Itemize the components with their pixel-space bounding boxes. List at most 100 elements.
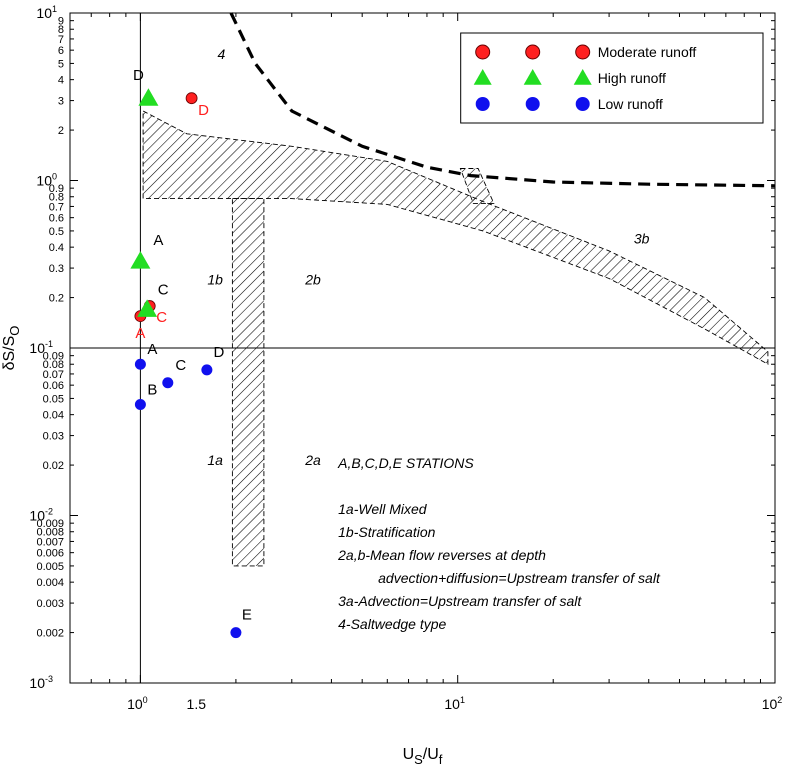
- legend-marker: [573, 69, 592, 85]
- y-tick-label: 0.006: [36, 548, 64, 560]
- y-tick-label: 0.009: [36, 518, 64, 530]
- legend-marker: [475, 97, 490, 111]
- y-tick-label: 10-3: [29, 674, 53, 691]
- y-tick-label: 0.03: [43, 431, 64, 443]
- y-tick-label: 0.003: [36, 598, 64, 610]
- legend-box: [460, 32, 764, 124]
- y-tick-label: 0.2: [49, 293, 64, 305]
- point-label-D: D: [213, 344, 224, 361]
- y-tick-label: 0.9: [49, 183, 64, 195]
- region-labels: 1a 1b 2a 2b 3b 4: [207, 46, 649, 468]
- y-tick-label: 0.002: [36, 628, 64, 640]
- legend-marker: [523, 69, 542, 85]
- y-tick-label: 0.09: [43, 351, 64, 363]
- low-runoff-point-A: [134, 358, 146, 370]
- legend-marker: [575, 44, 591, 60]
- hatched-bands: [142, 110, 769, 567]
- region-label-1a: 1a: [207, 452, 223, 468]
- band-3a: [459, 168, 495, 204]
- y-tick-label: 8: [58, 24, 64, 36]
- x-tick-label: 101: [444, 695, 465, 712]
- y-axis-title: δS/SO: [1, 326, 22, 371]
- y-tick-label: 0.6: [49, 213, 64, 225]
- legend-marker: [575, 97, 590, 111]
- y-tick-label: 0.08: [43, 359, 64, 371]
- high-runoff-point-A: [130, 251, 151, 269]
- point-label-C: C: [175, 357, 186, 374]
- x-tick-label: 100: [127, 695, 148, 712]
- y-tick-label: 0.5: [49, 226, 64, 238]
- annotation-line: 2a,b-Mean flow reverses at depth: [337, 547, 546, 563]
- y-tick-label: 0.07: [43, 369, 64, 381]
- annotation-line: 1a-Well Mixed: [338, 501, 428, 517]
- y-tick-label: 6: [58, 45, 64, 57]
- y-tick-label: 0.04: [43, 410, 64, 422]
- point-label-D: D: [198, 102, 209, 119]
- axis-labels: 10-310-210-11001010.0020.0030.0040.0050.…: [29, 4, 782, 712]
- annotation-line: advection+diffusion=Upstream transfer of…: [378, 570, 661, 586]
- y-tick-label: 0.004: [36, 577, 64, 589]
- legend-entry: Moderate runoff: [598, 44, 697, 60]
- low-runoff-point-B: [134, 398, 146, 410]
- y-tick-label: 3: [58, 96, 64, 108]
- y-tick-label: 0.005: [36, 561, 64, 573]
- legend-marker: [473, 69, 492, 85]
- high-runoff-point-C: [137, 299, 158, 317]
- axis-ticks: [69, 12, 776, 684]
- y-tick-label: 100: [36, 172, 57, 189]
- y-tick-label: 4: [58, 75, 64, 87]
- low-runoff-point-D: [201, 364, 213, 376]
- point-label-C: C: [156, 309, 167, 326]
- band-vertical: [231, 198, 265, 567]
- y-tick-label: 0.008: [36, 527, 64, 539]
- reference-lines: [70, 13, 775, 683]
- low-runoff-point-E: [230, 627, 242, 639]
- point-label-D: D: [133, 67, 144, 84]
- point-label-B: B: [147, 381, 157, 398]
- x-tick-label: 1.5: [187, 696, 207, 712]
- y-tick-label: 0.02: [43, 460, 64, 472]
- y-tick-label: 0.06: [43, 380, 64, 392]
- point-label-A: A: [147, 341, 157, 358]
- y-tick-label: 10-2: [29, 507, 53, 524]
- region-label-2a: 2a: [304, 452, 321, 468]
- legend-marker: [525, 44, 541, 60]
- y-tick-label: 0.8: [49, 192, 64, 204]
- legend-entry: High runoff: [598, 70, 666, 86]
- legend-marker: [475, 44, 491, 60]
- y-tick-label: 0.4: [49, 242, 64, 254]
- legend-entry: Low runoff: [598, 96, 663, 112]
- axis-titles: US/Uf δS/SO: [1, 326, 443, 767]
- legend-marker: [525, 97, 540, 111]
- annotation-line: 3a-Advection=Upstream transfer of salt: [338, 593, 582, 609]
- low-runoff-point-C: [162, 377, 174, 389]
- high-runoff-point-D: [138, 88, 159, 106]
- annotation-line: 4-Saltwedge type: [338, 616, 446, 632]
- point-label-A: A: [135, 325, 145, 342]
- y-tick-label: 0.7: [49, 201, 64, 213]
- y-tick-label: 0.007: [36, 536, 64, 548]
- band-1b-2b: [142, 110, 769, 365]
- point-label-A: A: [153, 232, 163, 249]
- x-tick-label: 102: [762, 695, 783, 712]
- annotation-line: A,B,C,D,E STATIONS: [337, 455, 474, 471]
- region-label-3b: 3b: [634, 231, 650, 247]
- y-tick-label: 101: [36, 4, 57, 21]
- region-label-1b: 1b: [207, 271, 223, 287]
- y-tick-label: 10-1: [29, 339, 53, 356]
- y-tick-label: 5: [58, 58, 64, 70]
- y-tick-label: 7: [58, 34, 64, 46]
- y-tick-label: 0.3: [49, 263, 64, 275]
- y-tick-label: 0.05: [43, 393, 64, 405]
- point-label-C: C: [158, 281, 169, 298]
- y-tick-label: 2: [58, 125, 64, 137]
- annotations: A,B,C,D,E STATIONS 1a-Well Mixed 1b-Strati…: [337, 455, 661, 632]
- region-label-4: 4: [217, 46, 225, 62]
- x-axis-title: US/Uf: [403, 746, 443, 767]
- region-label-2b: 2b: [304, 271, 321, 287]
- point-label-E: E: [242, 607, 252, 624]
- moderate-runoff-point-D: [185, 92, 198, 105]
- y-tick-label: 9: [58, 16, 64, 28]
